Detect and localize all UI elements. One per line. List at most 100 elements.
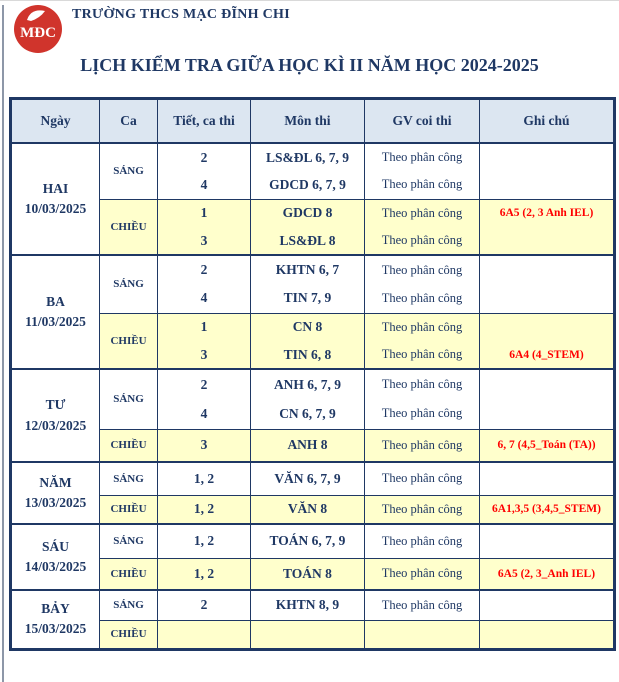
table-row: CHIỀU (11, 619, 615, 649)
session-cell: CHIỀU (99, 312, 158, 369)
period-cell (157, 619, 251, 649)
day-name: HAI (42, 180, 69, 196)
table-row: CHIỀU 1 CN 8 Theo phân công (11, 312, 615, 369)
proctor-cell: Theo phân công (364, 557, 480, 590)
subject-cell: ANH 6, 7, 9 (250, 368, 365, 399)
day-date: 13/03/2025 (24, 495, 87, 510)
period-cell: 2 (157, 142, 251, 171)
table-row: 4 CN 6, 7, 9 Theo phân công (11, 399, 615, 429)
note-cell: 6A1,3,5 (3,4,5_STEM) (479, 494, 615, 524)
note-cell: 6, 7 (4,5_Toán (TA)) (479, 428, 615, 462)
school-logo-icon: MĐC (14, 5, 62, 53)
period-cell: 2 (157, 254, 251, 284)
note-cell (479, 619, 615, 649)
table-row: 4 GDCD 6, 7, 9 Theo phân công (11, 171, 615, 199)
subject-cell: KHTN 8, 9 (250, 589, 365, 620)
proctor-cell: Theo phân công (364, 399, 480, 429)
proctor-cell: Theo phân công (364, 284, 480, 313)
period-cell: 3 (157, 341, 251, 369)
proctor-cell: Theo phân công (364, 461, 480, 495)
logo-circle (14, 5, 62, 53)
subject-cell: KHTN 6, 7 (250, 254, 365, 284)
day-date: 14/03/2025 (24, 559, 87, 574)
day-name: NĂM (39, 474, 72, 490)
header-tiet: Tiết, ca thi (157, 98, 251, 144)
note-cell (479, 368, 615, 399)
proctor-cell: Theo phân công (364, 198, 480, 227)
day-date: 15/03/2025 (24, 621, 87, 637)
note-cell (479, 142, 615, 171)
day-date: 12/03/2025 (24, 417, 87, 433)
period-cell: 4 (157, 284, 251, 313)
day-name: SÁU (41, 538, 69, 554)
note-cell (479, 461, 615, 495)
day-date: 10/03/2025 (24, 201, 87, 216)
proctor-cell (364, 619, 480, 649)
subject-cell: TIN 7, 9 (250, 284, 365, 313)
subject-cell: GDCD 6, 7, 9 (250, 171, 365, 199)
session-cell: SÁNG (99, 254, 158, 313)
session-cell: SÁNG (99, 589, 158, 620)
proctor-cell: Theo phân công (364, 254, 480, 284)
subject-cell: VĂN 6, 7, 9 (250, 461, 365, 495)
page-top-divider (0, 0, 619, 1)
day-cell: TƯ 12/03/2025 (10, 368, 100, 462)
proctor-cell: Theo phân công (364, 494, 480, 524)
day-cell: BẢY 15/03/2025 (10, 589, 100, 649)
day-name: BA (46, 293, 65, 309)
day-cell: NĂM 13/03/2025 (10, 461, 100, 524)
note-cell (479, 284, 615, 313)
note-cell: 6A4 (4_STEM) (479, 341, 615, 369)
day-cell: SÁU 14/03/2025 (10, 523, 100, 590)
proctor-cell: Theo phân công (364, 312, 480, 341)
table-row: NĂM 13/03/2025 SÁNG 1, 2 VĂN 6, 7, 9 The… (10, 461, 615, 524)
period-cell: 3 (157, 227, 251, 255)
page-title: LỊCH KIỂM TRA GIỮA HỌC KÌ II NĂM HỌC 202… (80, 55, 539, 75)
table-row: CHIỀU 1 GDCD 8 Theo phân công 6A5 (2, 3 … (11, 198, 615, 255)
subject-cell: ANH 8 (250, 428, 365, 462)
period-cell: 3 (157, 428, 251, 462)
header-mon: Môn thi (250, 98, 365, 144)
day-cell: BA 11/03/2025 (10, 254, 100, 369)
subject-cell: TIN 6, 8 (250, 341, 365, 369)
note-cell: 6A5 (2, 3 Anh IEL) (479, 198, 615, 227)
header-gv: GV coi thi (364, 98, 480, 144)
header-ca: Ca (99, 98, 158, 144)
note-cell (479, 171, 615, 199)
note-cell (479, 254, 615, 284)
period-cell: 1, 2 (157, 494, 251, 524)
note-cell (479, 227, 615, 255)
period-cell: 2 (157, 368, 251, 399)
table-row: SÁU 14/03/2025 SÁNG 1, 2 TOÁN 6, 7, 9 Th… (10, 523, 615, 590)
session-cell: SÁNG (99, 523, 158, 558)
proctor-cell: Theo phân công (364, 368, 480, 399)
page-left-divider (2, 5, 4, 682)
day-name: BẢY (41, 601, 70, 616)
subject-cell: LS&ĐL 8 (250, 227, 365, 255)
subject-cell: CN 6, 7, 9 (250, 399, 365, 429)
period-cell: 1, 2 (157, 461, 251, 495)
proctor-cell: Theo phân công (364, 142, 480, 171)
subject-cell: GDCD 8 (250, 198, 365, 227)
proctor-cell: Theo phân công (364, 589, 480, 620)
subject-cell: TOÁN 8 (250, 557, 365, 590)
note-cell (479, 523, 615, 558)
header-ngay: Ngày (10, 98, 100, 144)
note-cell (479, 589, 615, 620)
period-cell: 4 (157, 399, 251, 429)
table-row: BẢY 15/03/2025 SÁNG 2 KHTN 8, 9 Theo phâ… (10, 589, 615, 649)
day-date: 11/03/2025 (25, 314, 86, 329)
note-cell (479, 399, 615, 429)
day-name: TƯ (45, 397, 66, 413)
session-cell: CHIỀU (99, 619, 158, 649)
session-cell: CHIỀU (99, 557, 158, 590)
period-cell: 1, 2 (157, 557, 251, 590)
session-cell: SÁNG (99, 461, 158, 495)
session-cell: SÁNG (99, 142, 158, 199)
note-cell (479, 312, 615, 341)
period-cell: 1 (157, 198, 251, 227)
proctor-cell: Theo phân công (364, 523, 480, 558)
proctor-cell: Theo phân công (364, 227, 480, 255)
school-name: TRƯỜNG THCS MẠC ĐĨNH CHI (72, 7, 290, 22)
